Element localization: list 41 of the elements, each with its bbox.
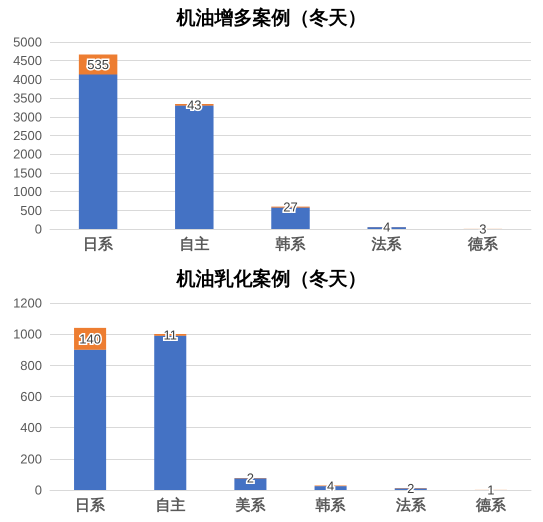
y-tick-label: 3500 (13, 90, 42, 106)
data-label: 43 (187, 97, 202, 112)
y-tick-label: 0 (34, 482, 42, 498)
y-tick-label: 600 (20, 389, 42, 404)
data-label: 1 (487, 482, 495, 498)
data-label: 27 (283, 200, 298, 215)
y-tick-label: 400 (20, 420, 42, 436)
x-tick-label: 美系 (234, 496, 266, 514)
y-tick-label: 800 (20, 358, 42, 373)
y-tick-label: 2000 (13, 146, 42, 162)
y-tick-label: 2500 (13, 128, 42, 143)
y-tick-label: 4500 (13, 53, 42, 68)
y-tick-label: 1000 (13, 184, 42, 200)
x-tick-label: 韩系 (314, 497, 347, 514)
data-label: 3 (479, 221, 487, 236)
x-tick-label: 德系 (466, 236, 499, 253)
y-tick-label: 200 (20, 451, 42, 466)
chart-title: 机油增多案例（冬天） (176, 7, 366, 29)
y-tick-label: 1000 (13, 326, 42, 342)
bar (74, 350, 106, 490)
x-tick-label: 德系 (474, 497, 507, 514)
data-label: 11 (164, 327, 177, 342)
y-tick-label: 3000 (13, 109, 42, 124)
y-tick-label: 1500 (13, 165, 42, 180)
data-label: 535 (87, 57, 109, 72)
x-tick-label: 自主 (155, 496, 186, 514)
chart-title: 机油乳化案例（冬天） (176, 268, 366, 290)
x-tick-label: 法系 (370, 236, 403, 253)
y-tick-label: 5000 (13, 34, 42, 50)
x-tick-label: 法系 (394, 497, 427, 514)
x-tick-label: 日系 (75, 497, 106, 514)
y-tick-label: 1200 (13, 296, 42, 310)
y-tick-label: 0 (34, 222, 42, 236)
data-label: 140 (79, 331, 101, 346)
bar (78, 74, 118, 229)
data-label: 4 (326, 478, 334, 494)
x-tick-label: 韩系 (274, 236, 306, 253)
x-tick-label: 自主 (179, 235, 210, 253)
x-tick-label: 日系 (83, 236, 114, 253)
y-tick-label: 500 (20, 202, 42, 218)
y-tick-label: 4000 (13, 72, 42, 87)
